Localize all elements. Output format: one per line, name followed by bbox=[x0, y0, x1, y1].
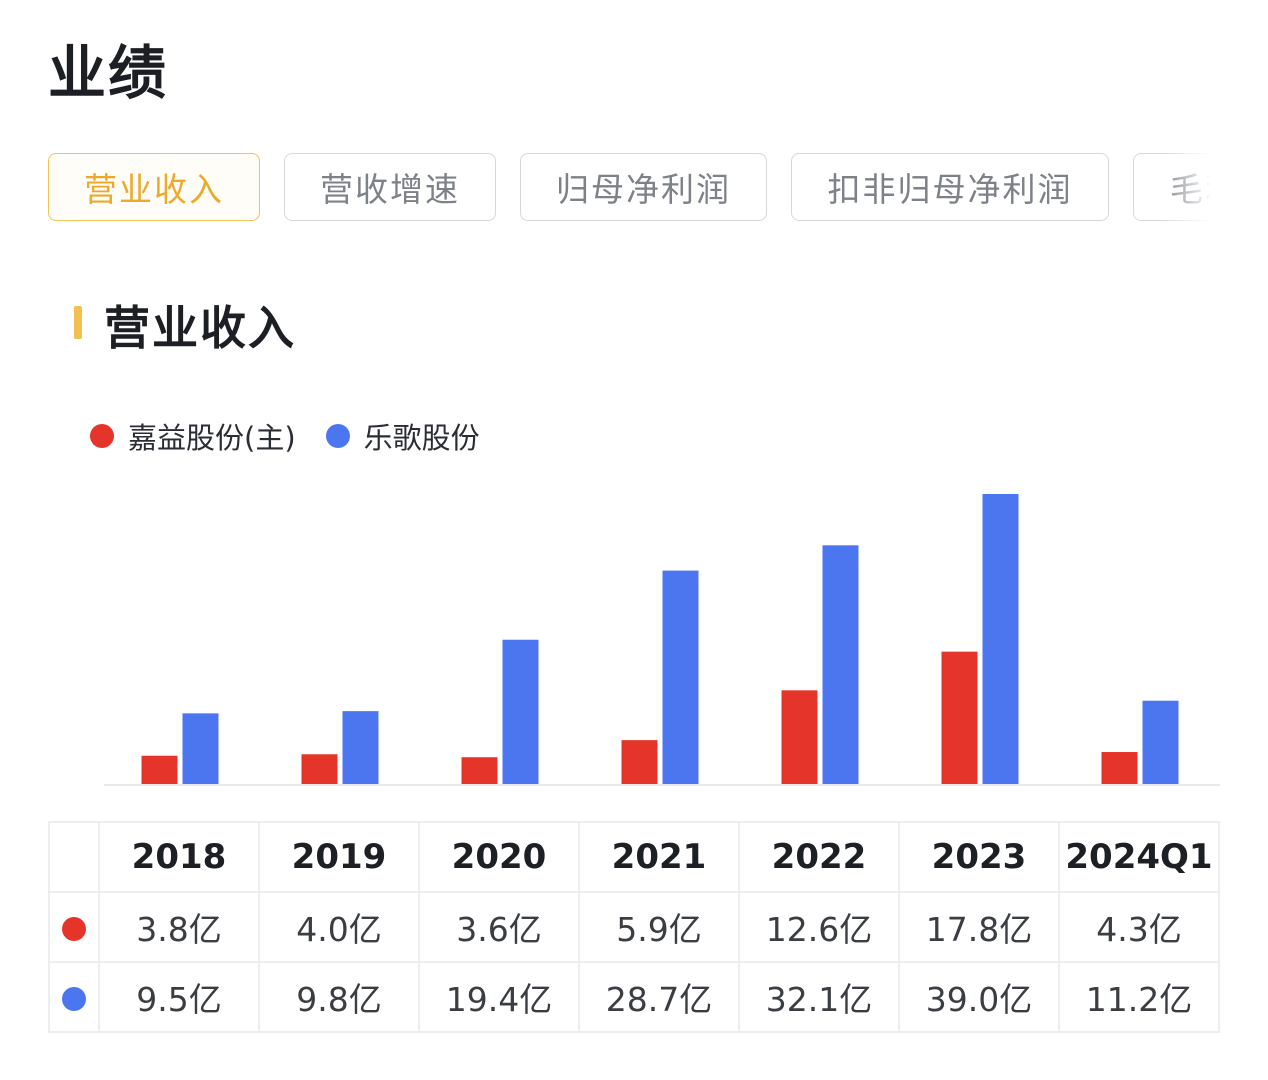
year-header-2022: 2022 bbox=[738, 821, 900, 893]
chart-legend: 嘉益股份(主) 乐歌股份 bbox=[90, 416, 510, 456]
legend-item-lege[interactable]: 乐歌股份 bbox=[325, 415, 480, 457]
year-header-2019: 2019 bbox=[258, 821, 420, 893]
bar-blue-2019[interactable] bbox=[342, 711, 379, 784]
bar-blue-2018[interactable] bbox=[182, 713, 219, 784]
revenue-data-table: 2018 2019 2020 2021 2022 2023 2024Q1 3.8… bbox=[48, 821, 1220, 1033]
bar-red-2019[interactable] bbox=[301, 754, 338, 784]
year-header-2023: 2023 bbox=[898, 821, 1060, 893]
metric-tabs: 营业收入 营收增速 归母净利润 扣非归母净利润 毛利 bbox=[48, 153, 1220, 225]
bar-red-2023[interactable] bbox=[941, 651, 978, 784]
legend-item-jiayi[interactable]: 嘉益股份(主) bbox=[90, 415, 296, 457]
series-key-red bbox=[48, 891, 100, 963]
red-dot-icon bbox=[62, 917, 86, 941]
tab-revenue[interactable]: 营业收入 bbox=[48, 153, 260, 221]
legend-dot-blue bbox=[325, 424, 350, 448]
revenue-bar-chart bbox=[104, 494, 1220, 786]
table-row: 3.8亿 4.0亿 3.6亿 5.9亿 12.6亿 17.8亿 4.3亿 bbox=[48, 891, 1220, 963]
value-cell: 4.3亿 bbox=[1058, 891, 1220, 963]
value-cell: 9.5亿 bbox=[98, 961, 260, 1033]
value-cell: 5.9亿 bbox=[578, 891, 740, 963]
value-cell: 3.8亿 bbox=[98, 891, 260, 963]
value-cell: 3.6亿 bbox=[418, 891, 580, 963]
section-accent-bar bbox=[74, 306, 82, 339]
tab-adjusted-net-profit[interactable]: 扣非归母净利润 bbox=[791, 153, 1109, 221]
value-cell: 11.2亿 bbox=[1058, 961, 1220, 1033]
tab-revenue-growth[interactable]: 营收增速 bbox=[284, 153, 496, 221]
bar-blue-2021[interactable] bbox=[662, 570, 699, 784]
page-title: 业绩 bbox=[48, 39, 169, 107]
series-key-blue bbox=[48, 961, 100, 1033]
bar-blue-2024Q1[interactable] bbox=[1142, 700, 1179, 784]
bar-blue-2020[interactable] bbox=[502, 639, 539, 784]
year-header-2018: 2018 bbox=[98, 821, 260, 893]
legend-dot-red bbox=[90, 424, 114, 448]
bar-blue-2023[interactable] bbox=[982, 494, 1019, 784]
value-cell: 28.7亿 bbox=[578, 961, 740, 1033]
value-cell: 12.6亿 bbox=[738, 891, 900, 963]
value-cell: 32.1亿 bbox=[738, 961, 900, 1033]
year-header-2020: 2020 bbox=[418, 821, 580, 893]
legend-label-lege: 乐歌股份 bbox=[363, 421, 480, 455]
bar-red-2024Q1[interactable] bbox=[1101, 752, 1138, 784]
section-title: 营业收入 bbox=[104, 301, 296, 355]
blue-dot-icon bbox=[62, 987, 86, 1011]
bar-red-2018[interactable] bbox=[141, 755, 178, 784]
value-cell: 9.8亿 bbox=[258, 961, 420, 1033]
table-corner-cell bbox=[48, 821, 100, 893]
tabs-fade-overlay bbox=[1160, 153, 1220, 225]
bar-blue-2022[interactable] bbox=[822, 545, 859, 784]
bar-red-2020[interactable] bbox=[461, 757, 498, 784]
year-header-2024q1: 2024Q1 bbox=[1058, 821, 1220, 893]
tab-net-profit[interactable]: 归母净利润 bbox=[520, 153, 767, 221]
value-cell: 4.0亿 bbox=[258, 891, 420, 963]
table-header-row: 2018 2019 2020 2021 2022 2023 2024Q1 bbox=[48, 821, 1220, 893]
year-header-2021: 2021 bbox=[578, 821, 740, 893]
table-row: 9.5亿 9.8亿 19.4亿 28.7亿 32.1亿 39.0亿 11.2亿 bbox=[48, 961, 1220, 1033]
value-cell: 19.4亿 bbox=[418, 961, 580, 1033]
bar-red-2021[interactable] bbox=[621, 740, 658, 784]
value-cell: 17.8亿 bbox=[898, 891, 1060, 963]
value-cell: 39.0亿 bbox=[898, 961, 1060, 1033]
bar-red-2022[interactable] bbox=[781, 690, 818, 784]
legend-label-jiayi: 嘉益股份(主) bbox=[128, 421, 296, 455]
